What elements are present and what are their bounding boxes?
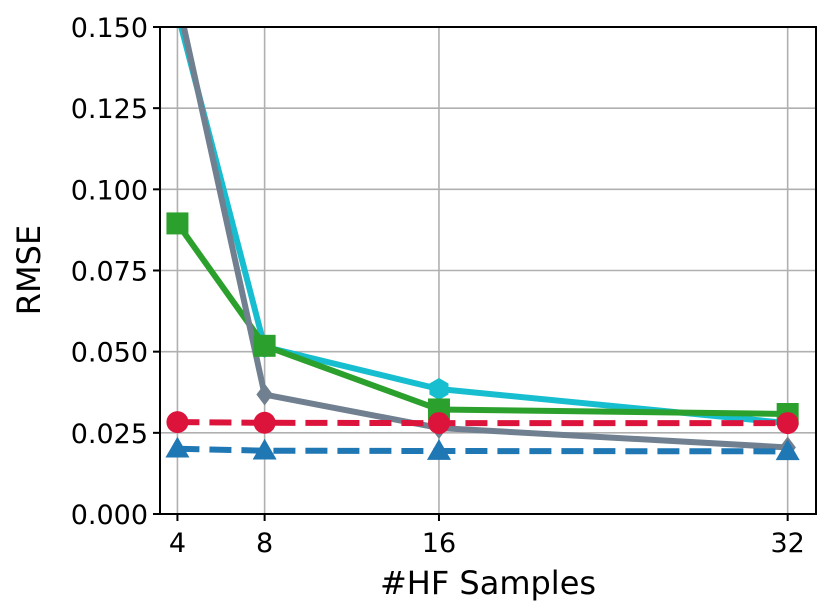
y-tick-label: 0.025 <box>71 419 148 450</box>
hexagon-marker <box>429 378 449 401</box>
circle-marker <box>427 412 450 435</box>
series-line <box>174 221 788 418</box>
x-tick-label: 4 <box>169 528 186 559</box>
y-tick-label: 0.050 <box>71 338 148 369</box>
x-axis-label: #HF Samples <box>380 564 596 602</box>
diamond-marker <box>169 0 186 9</box>
x-tick-label: 8 <box>256 528 273 559</box>
circle-marker <box>166 411 189 434</box>
y-axis-label: RMSE <box>10 225 48 315</box>
triangle-marker <box>165 436 190 458</box>
triangle-marker <box>775 439 800 461</box>
series-line <box>178 27 788 427</box>
series-line <box>177 419 788 427</box>
square-marker <box>253 334 276 357</box>
triangle-marker <box>426 439 451 460</box>
x-tick-label: 16 <box>422 528 456 559</box>
series-line <box>177 445 788 455</box>
y-tick-label: 0.125 <box>71 94 148 125</box>
triangle-marker <box>252 438 277 460</box>
y-tick-label: 0.000 <box>71 500 148 531</box>
square-marker <box>166 212 189 235</box>
circle-marker <box>776 412 799 435</box>
x-tick-label: 32 <box>770 528 804 559</box>
y-tick-label: 0.100 <box>71 175 148 206</box>
axis-ticks: 4 8 16 32 0.000 0.025 0.050 0.075 0.100 0.125 0.15… <box>71 13 805 559</box>
hexagon-marker <box>168 1 187 23</box>
diamond-marker <box>256 383 273 406</box>
circle-marker <box>253 411 276 434</box>
y-tick-label: 0.075 <box>71 257 148 288</box>
series-line <box>180 27 788 451</box>
y-tick-label: 0.150 <box>71 13 148 44</box>
series-lines <box>174 27 788 455</box>
series-markers <box>165 0 800 461</box>
